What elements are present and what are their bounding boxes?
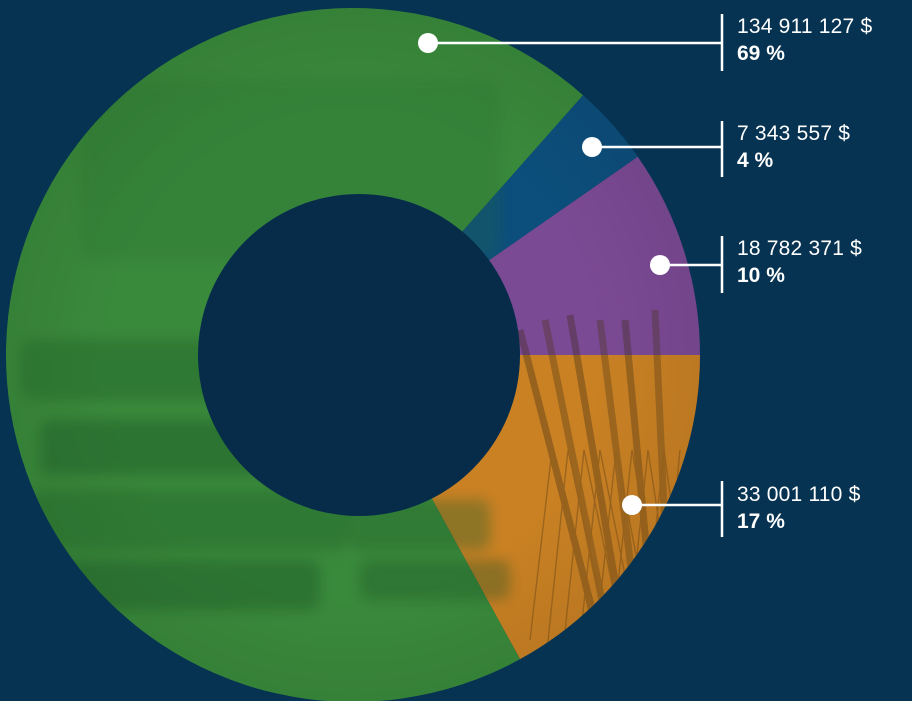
leader-dot-2	[582, 137, 602, 157]
callout-segment-1: 134 911 127 $ 69 %	[737, 16, 872, 64]
leader-dot-4	[622, 495, 642, 515]
leader-dot-3	[650, 255, 670, 275]
segment-amount: 18 782 371 $	[737, 237, 863, 260]
segment-percent: 69 %	[737, 42, 785, 65]
callout-segment-2: 7 343 557 $ 4 %	[737, 123, 850, 171]
segment-percent: 17 %	[737, 510, 785, 533]
segment-percent: 10 %	[737, 264, 785, 287]
callout-segment-4: 33 001 110 $ 17 %	[737, 484, 860, 532]
donut-hole	[198, 194, 520, 516]
segment-amount: 33 001 110 $	[737, 483, 861, 506]
leader-dot-1	[418, 33, 438, 53]
callout-segment-3: 18 782 371 $ 10 %	[737, 238, 862, 286]
leader-lines	[418, 14, 724, 537]
segment-percent: 4 %	[737, 149, 774, 172]
segment-amount: 7 343 557 $	[737, 122, 851, 145]
segment-amount: 134 911 127 $	[737, 15, 873, 38]
